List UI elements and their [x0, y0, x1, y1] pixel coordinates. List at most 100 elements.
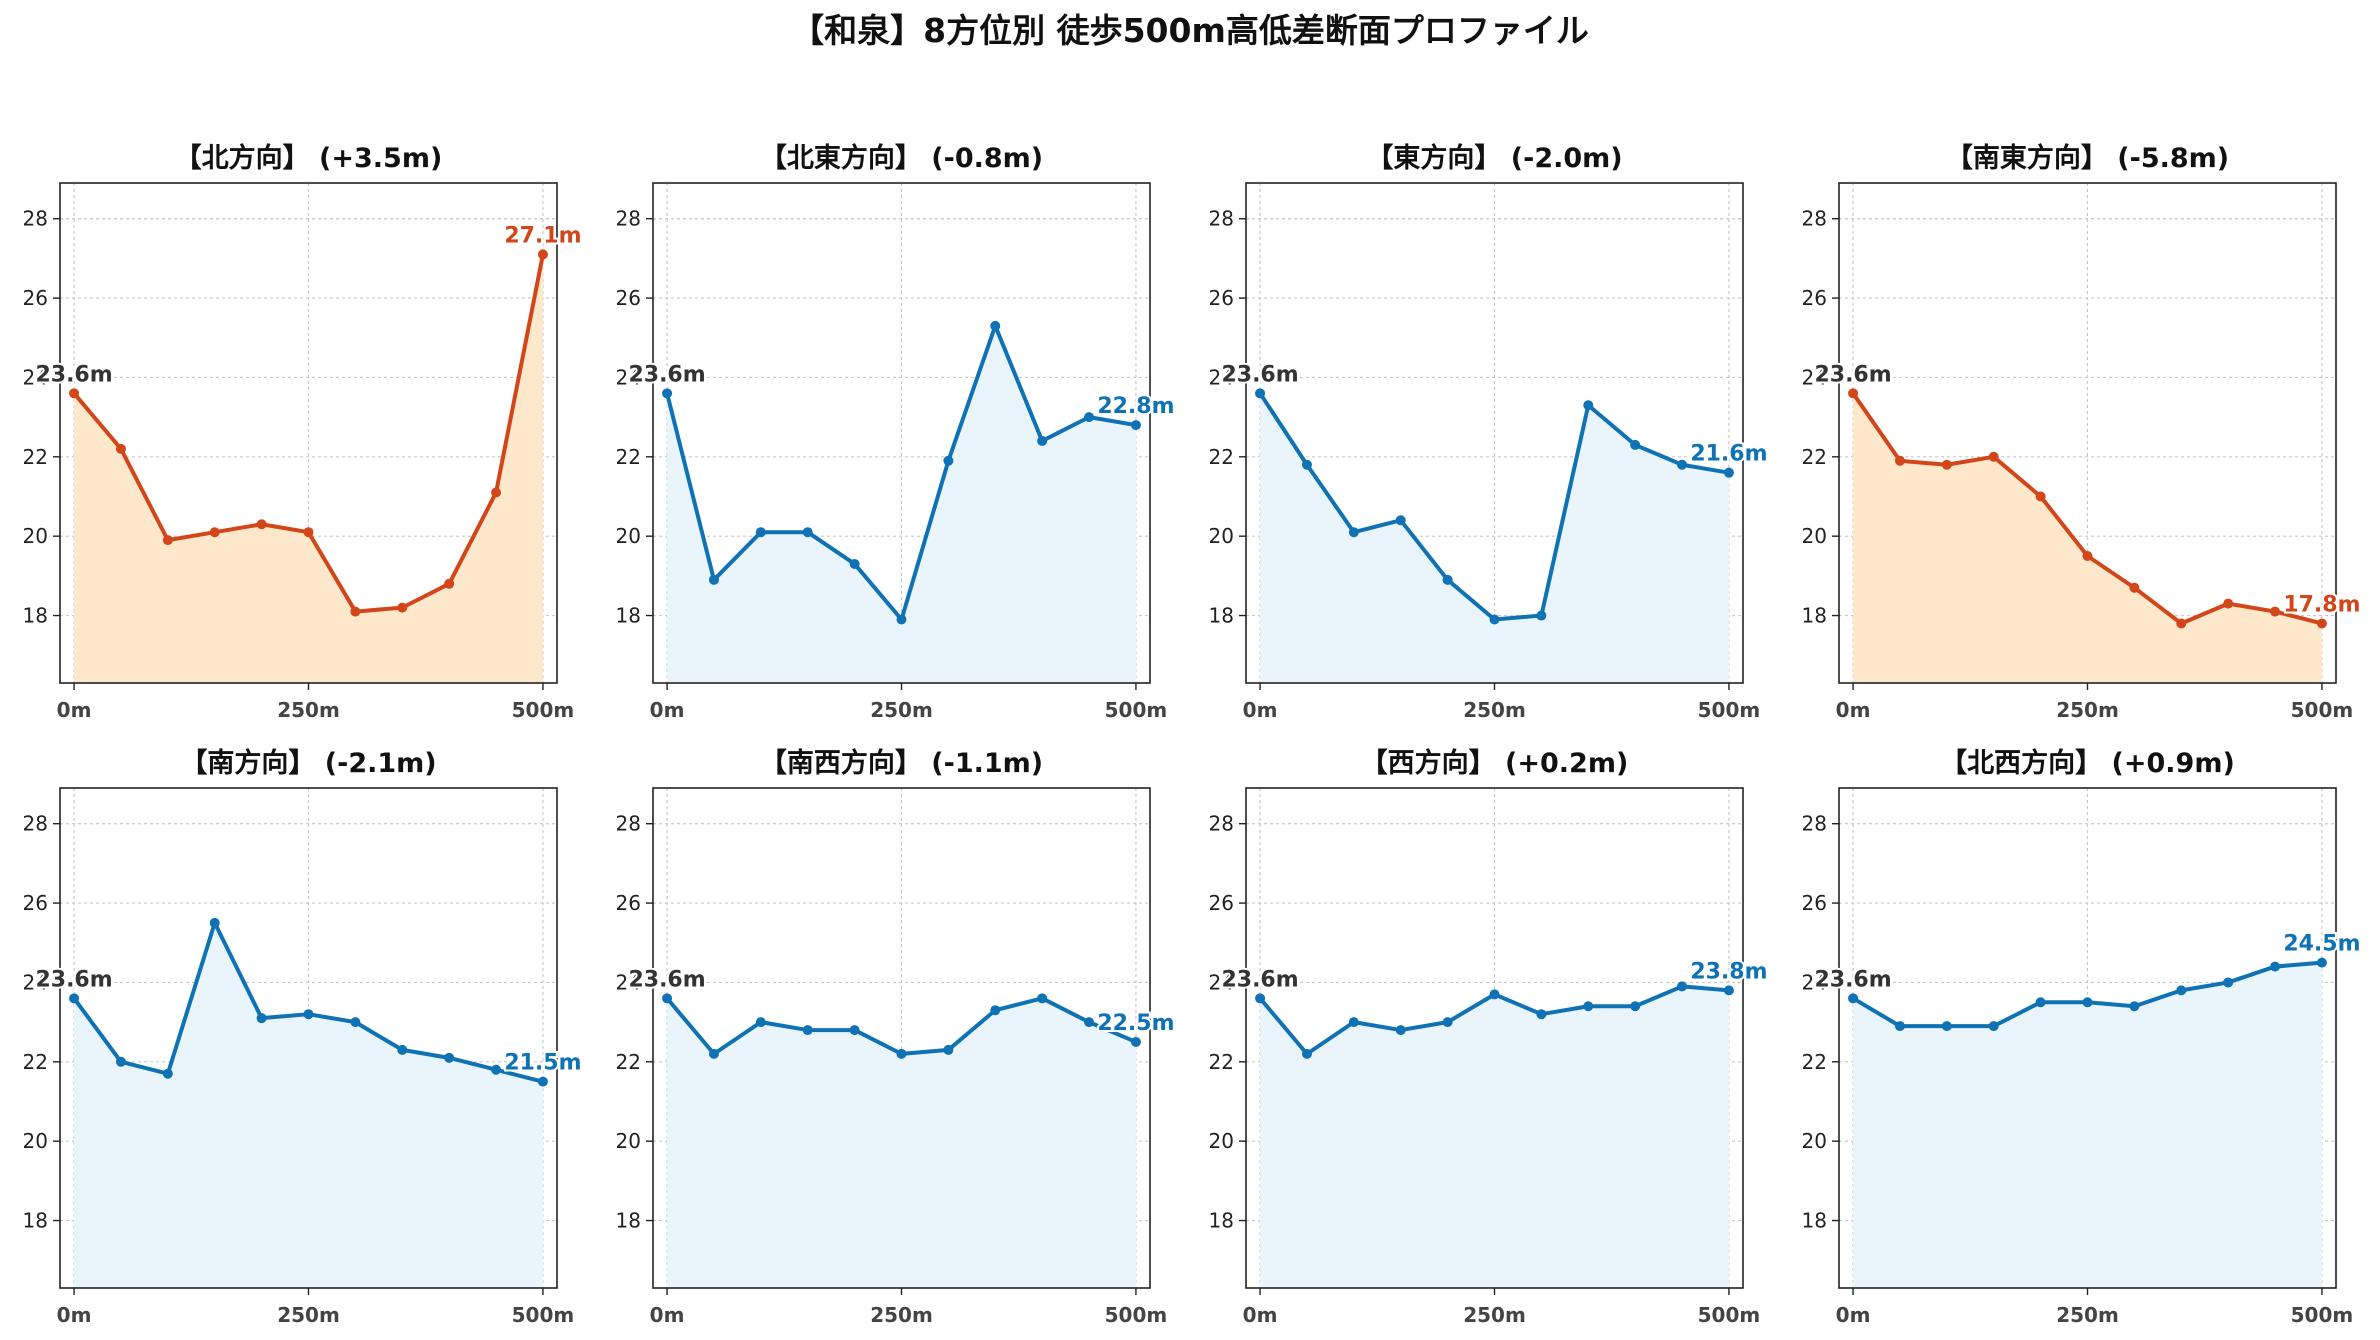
- x-tick-label: 500m: [1698, 698, 1761, 722]
- data-point: [2176, 618, 2187, 629]
- x-tick-label: 250m: [2056, 698, 2119, 722]
- y-tick-label: 26: [616, 286, 641, 310]
- y-tick-label: 24: [616, 365, 641, 389]
- chart-panel: 0m 250m 500m 18 20 22 24 26 28 【北東方向】 (-0.8m) 23.6…: [616, 142, 1177, 722]
- area-fill: [1853, 962, 2322, 1288]
- chart-panel: 0m 250m 500m 18 20 22 24 26 28 【北西方向】 (+0.9m) 23.6…: [1802, 747, 2363, 1327]
- data-point: [2270, 606, 2281, 617]
- y-tick-label: 22: [1802, 1050, 1827, 1074]
- y-tick-label: 18: [23, 1209, 48, 1233]
- start-label: 23.6m: [1814, 967, 1891, 992]
- y-tick-label: 24: [1802, 365, 1827, 389]
- data-point: [1084, 412, 1095, 423]
- data-point: [755, 527, 766, 538]
- data-point: [491, 487, 502, 498]
- data-point: [802, 1025, 813, 1036]
- y-tick-label: 26: [23, 286, 48, 310]
- x-tick-label: 500m: [2291, 1303, 2354, 1327]
- figure-title: 【和泉】8方位別 徒歩500m高低差断面プロファイル: [791, 11, 1589, 50]
- data-point: [115, 1056, 126, 1067]
- data-point: [1442, 574, 1453, 585]
- panel-title: 【東方向】 (-2.0m): [1366, 142, 1622, 174]
- y-tick-label: 28: [23, 812, 48, 836]
- y-tick-label: 26: [1802, 891, 1827, 915]
- data-point: [1630, 439, 1641, 450]
- area-fill: [667, 998, 1136, 1288]
- y-tick-label: 20: [1209, 524, 1234, 548]
- data-point: [69, 388, 80, 399]
- data-point: [2129, 582, 2140, 593]
- y-tick-label: 18: [1802, 1209, 1827, 1233]
- data-point: [115, 443, 126, 454]
- y-tick-label: 24: [23, 365, 48, 389]
- x-tick-label: 250m: [1463, 1303, 1526, 1327]
- data-point: [1301, 459, 1312, 470]
- data-point: [2176, 985, 2187, 996]
- data-point: [1630, 1001, 1641, 1012]
- y-tick-label: 24: [1209, 970, 1234, 994]
- data-point: [849, 558, 860, 569]
- data-point: [1894, 1021, 1905, 1032]
- end-label: 23.8m: [1690, 959, 1767, 984]
- start-label: 23.6m: [628, 967, 705, 992]
- x-tick-label: 0m: [57, 698, 92, 722]
- chart-panel: 0m 250m 500m 18 20 22 24 26 28 【南西方向】 (-1.1m) 23.6…: [616, 747, 1177, 1327]
- panel-title: 【北方向】 (+3.5m): [175, 142, 443, 174]
- y-tick-label: 28: [616, 812, 641, 836]
- data-point: [350, 606, 361, 617]
- data-point: [1130, 1036, 1141, 1047]
- data-point: [1723, 985, 1734, 996]
- start-label: 23.6m: [1814, 362, 1891, 387]
- data-point: [1395, 1025, 1406, 1036]
- data-point: [303, 527, 314, 538]
- data-point: [896, 1048, 907, 1059]
- y-tick-label: 20: [616, 524, 641, 548]
- chart-panel: 0m 250m 500m 18 20 22 24 26 28 【北方向】 (+3.5m) 23.6m…: [23, 142, 584, 722]
- data-point: [1301, 1048, 1312, 1059]
- x-tick-label: 0m: [1836, 1303, 1871, 1327]
- area-fill: [1853, 393, 2322, 683]
- chart-panel: 0m 250m 500m 18 20 22 24 26 28 【南東方向】 (-5.8m) 23.6…: [1802, 142, 2363, 722]
- data-point: [1894, 455, 1905, 466]
- x-tick-label: 500m: [1698, 1303, 1761, 1327]
- panel-title: 【北東方向】 (-0.8m): [760, 142, 1043, 174]
- y-tick-label: 26: [1802, 286, 1827, 310]
- data-point: [2223, 598, 2234, 609]
- panel-title: 【南西方向】 (-1.1m): [760, 747, 1043, 779]
- x-tick-label: 0m: [1836, 698, 1871, 722]
- start-label: 23.6m: [1221, 362, 1298, 387]
- data-point: [1848, 388, 1859, 399]
- y-tick-label: 24: [23, 970, 48, 994]
- area-fill: [1260, 986, 1729, 1288]
- area-fill: [74, 922, 543, 1288]
- y-tick-label: 22: [1802, 445, 1827, 469]
- y-tick-label: 26: [23, 891, 48, 915]
- y-tick-label: 28: [23, 207, 48, 231]
- data-point: [2082, 997, 2093, 1008]
- y-tick-label: 22: [1209, 1050, 1234, 1074]
- x-tick-label: 250m: [2056, 1303, 2119, 1327]
- x-tick-label: 0m: [1243, 698, 1278, 722]
- panel-title: 【南東方向】 (-5.8m): [1946, 142, 2229, 174]
- end-label: 22.5m: [1097, 1011, 1174, 1036]
- x-tick-label: 500m: [1105, 1303, 1168, 1327]
- data-point: [256, 1013, 267, 1024]
- data-point: [755, 1017, 766, 1028]
- data-point: [1583, 1001, 1594, 1012]
- y-tick-label: 22: [1209, 445, 1234, 469]
- x-tick-label: 0m: [57, 1303, 92, 1327]
- data-point: [990, 1005, 1001, 1016]
- x-tick-label: 500m: [512, 698, 575, 722]
- y-tick-label: 22: [616, 445, 641, 469]
- y-tick-label: 24: [616, 970, 641, 994]
- data-point: [1677, 459, 1688, 470]
- data-point: [943, 1044, 954, 1055]
- data-point: [1489, 989, 1500, 1000]
- y-tick-label: 20: [1209, 1129, 1234, 1153]
- y-tick-label: 28: [616, 207, 641, 231]
- data-point: [1489, 614, 1500, 625]
- end-label: 27.1m: [504, 223, 581, 248]
- y-tick-label: 28: [1209, 812, 1234, 836]
- data-point: [397, 1044, 408, 1055]
